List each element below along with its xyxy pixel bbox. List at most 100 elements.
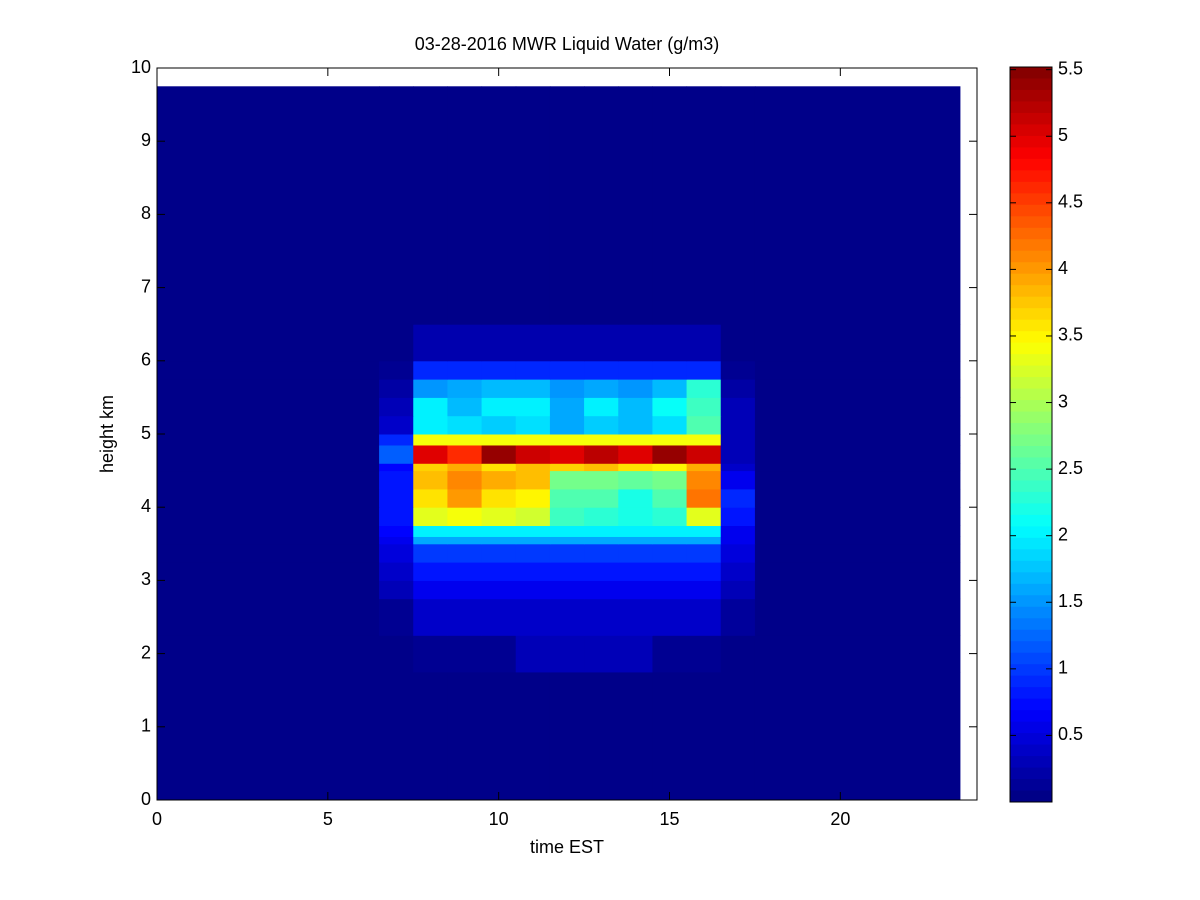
heatmap-cell <box>584 525 619 537</box>
heatmap-cell <box>652 488 688 508</box>
colorbar-step <box>1010 204 1052 217</box>
heatmap-cell <box>686 580 722 600</box>
heatmap-cell <box>720 324 756 362</box>
heatmap-cell <box>549 463 585 472</box>
heatmap-cell <box>549 525 585 537</box>
heatmap-cell <box>447 86 483 325</box>
heatmap-cell <box>157 598 380 636</box>
colorbar-step <box>1010 170 1052 183</box>
heatmap-cell <box>157 444 380 464</box>
heatmap-cell <box>447 562 483 581</box>
heatmap-cell <box>720 434 756 446</box>
heatmap-cell <box>720 536 756 545</box>
heatmap-cell <box>379 525 414 537</box>
y-tick-label: 5 <box>141 423 151 443</box>
heatmap-cell <box>515 463 551 472</box>
heatmap-cell <box>379 562 414 581</box>
heatmap-cell <box>157 507 380 526</box>
heatmap-cell <box>720 444 756 464</box>
heatmap-cell <box>515 470 551 490</box>
x-tick-label: 5 <box>323 809 333 829</box>
heatmap-cell <box>618 488 653 508</box>
colorbar-step <box>1010 641 1052 654</box>
colorbar-step <box>1010 675 1052 688</box>
heatmap-cell <box>618 671 653 801</box>
heatmap-cell <box>379 415 414 435</box>
heatmap-cell <box>447 671 483 801</box>
heatmap-cell <box>720 598 756 636</box>
colorbar-tick-label: 2 <box>1058 524 1068 544</box>
colorbar-step <box>1010 193 1052 206</box>
heatmap-cell <box>584 324 619 362</box>
colorbar-tick-label: 3.5 <box>1058 325 1083 345</box>
colorbar-step <box>1010 342 1052 355</box>
colorbar-step <box>1010 687 1052 700</box>
heatmap-cell <box>618 444 653 464</box>
heatmap-cell <box>652 360 688 380</box>
heatmap-cell <box>686 507 722 526</box>
heatmap-cell <box>686 379 722 398</box>
heatmap-cell <box>447 488 483 508</box>
heatmap-cell <box>447 463 483 472</box>
heatmap-cell <box>686 598 722 636</box>
colorbar-tick-label: 4.5 <box>1058 192 1083 212</box>
heatmap-cell <box>652 470 688 490</box>
heatmap-cell <box>481 635 517 673</box>
colorbar-step <box>1010 112 1052 125</box>
heatmap-cell <box>413 507 448 526</box>
heatmap-cell <box>515 415 551 435</box>
heatmap-cell <box>549 488 585 508</box>
heatmap-cell <box>515 580 551 600</box>
colorbar-step <box>1010 227 1052 240</box>
heatmap-cell <box>157 324 380 362</box>
heatmap-cell <box>515 635 551 673</box>
colorbar-step <box>1010 101 1052 114</box>
heatmap-cell <box>584 562 619 581</box>
y-tick-label: 1 <box>141 716 151 736</box>
heatmap-cell <box>481 562 517 581</box>
colorbar-step <box>1010 491 1052 504</box>
heatmap-cell <box>720 470 756 490</box>
heatmap-cell <box>379 635 414 673</box>
heatmap-cell <box>515 525 551 537</box>
colorbar-step <box>1010 434 1052 447</box>
y-tick-label: 9 <box>141 130 151 150</box>
heatmap-cell <box>584 397 619 417</box>
heatmap-cell <box>447 525 483 537</box>
heatmap-cell <box>618 543 653 563</box>
heatmap-cell <box>720 562 756 581</box>
heatmap-cell <box>515 598 551 636</box>
y-tick-label: 7 <box>141 276 151 296</box>
heatmap-cell <box>618 536 653 545</box>
heatmap-cell <box>584 379 619 398</box>
colorbar-step <box>1010 629 1052 642</box>
heatmap-cell <box>652 324 688 362</box>
y-tick-label: 4 <box>141 496 151 516</box>
heatmap-cell <box>379 324 414 362</box>
colorbar-step <box>1010 468 1052 481</box>
heatmap-cell <box>652 444 688 464</box>
heatmap-cell <box>618 525 653 537</box>
heatmap-cell <box>584 415 619 435</box>
y-axis-label: height km <box>97 395 117 473</box>
colorbar-step <box>1010 273 1052 286</box>
heatmap-cell <box>447 470 483 490</box>
heatmap-cell <box>515 379 551 398</box>
heatmap-cell <box>720 86 756 325</box>
heatmap-cell <box>481 543 517 563</box>
heatmap-cell <box>584 360 619 380</box>
heatmap-cell <box>754 444 961 464</box>
colorbar-tick-label: 5.5 <box>1058 58 1083 78</box>
colorbar-step <box>1010 285 1052 298</box>
colorbar-step <box>1010 400 1052 413</box>
heatmap-cell <box>157 671 380 801</box>
heatmap-cell <box>686 397 722 417</box>
heatmap-cell <box>157 488 380 508</box>
heatmap-cell <box>720 379 756 398</box>
heatmap-cell <box>447 397 483 417</box>
heatmap-cell <box>618 463 653 472</box>
colorbar-step <box>1010 457 1052 470</box>
heatmap-cell <box>413 86 448 325</box>
colorbar-step <box>1010 445 1052 458</box>
heatmap-cell <box>584 470 619 490</box>
